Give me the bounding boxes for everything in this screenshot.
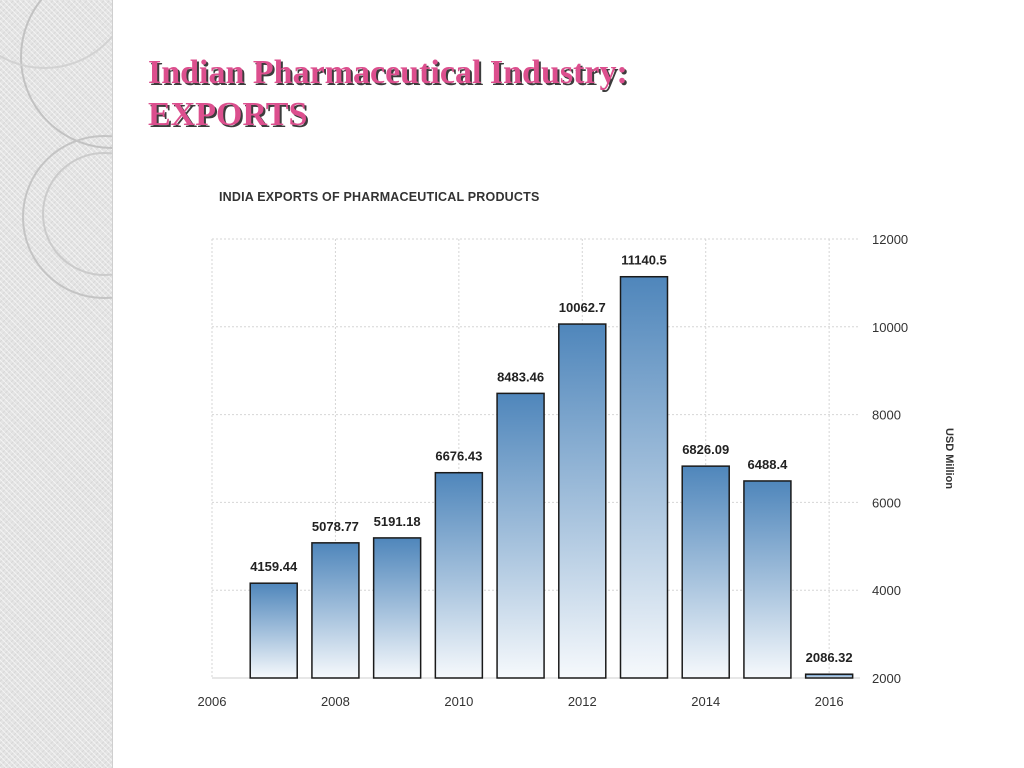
data-label-2015: 6488.4	[748, 457, 789, 472]
y-tick-label: 4000	[872, 583, 901, 598]
slide-sidebar-decoration	[0, 0, 113, 768]
bar-2012	[558, 323, 607, 679]
data-label-2012: 10062.7	[559, 300, 606, 315]
chart-y-axis: 2000 4000 6000 8000 10000 12000	[872, 232, 908, 686]
chart-bars	[249, 275, 854, 679]
x-tick-label: 2010	[444, 694, 473, 709]
y-tick-label: 8000	[872, 408, 901, 423]
data-label-2016: 2086.32	[806, 650, 853, 665]
bar-2016	[804, 673, 854, 679]
slide-title-line-2: EXPORTS	[148, 96, 308, 133]
y-tick-label: 6000	[872, 495, 901, 510]
bar-2009	[372, 537, 422, 679]
data-label-2011: 8483.46	[497, 369, 544, 384]
y-tick-label: 12000	[872, 232, 908, 247]
chart-data-labels: 4159.44 5078.77 5191.18 6676.43 8483.46 10062…	[250, 253, 852, 665]
data-label-2007: 4159.44	[250, 559, 298, 574]
bar-2007	[249, 582, 298, 679]
bar-2015	[743, 480, 792, 679]
bar-2014	[681, 465, 730, 679]
x-tick-label: 2012	[568, 694, 597, 709]
exports-bar-chart: INDIA EXPORTS OF PHARMACEUTICAL PRODUCTS…	[198, 190, 955, 709]
x-tick-label: 2008	[321, 694, 350, 709]
x-tick-label: 2014	[691, 694, 720, 709]
bar-2010	[434, 471, 484, 679]
decorative-circle	[0, 0, 112, 69]
y-tick-label: 2000	[872, 671, 901, 686]
data-label-2008: 5078.77	[312, 519, 359, 534]
bar-2013	[619, 275, 669, 679]
slide-title: Indian Pharmaceutical Industry: EXPORTS	[148, 52, 628, 136]
data-label-2014: 6826.09	[682, 442, 729, 457]
chart-x-axis: 2006 2008 2010 2012 2014 2016	[198, 694, 844, 709]
chart-title: INDIA EXPORTS OF PHARMACEUTICAL PRODUCTS	[219, 190, 540, 204]
x-tick-label: 2006	[198, 694, 227, 709]
chart-y-axis-label: USD Million	[943, 428, 955, 489]
data-label-2013: 11140.5	[621, 253, 667, 268]
data-label-2010: 6676.43	[435, 449, 482, 464]
slide-title-line-1: Indian Pharmaceutical Industry:	[148, 54, 628, 91]
bar-2008	[311, 542, 360, 679]
bar-2011	[496, 392, 545, 679]
data-label-2009: 5191.18	[374, 514, 421, 529]
x-tick-label: 2016	[815, 694, 844, 709]
y-tick-label: 10000	[872, 320, 908, 335]
